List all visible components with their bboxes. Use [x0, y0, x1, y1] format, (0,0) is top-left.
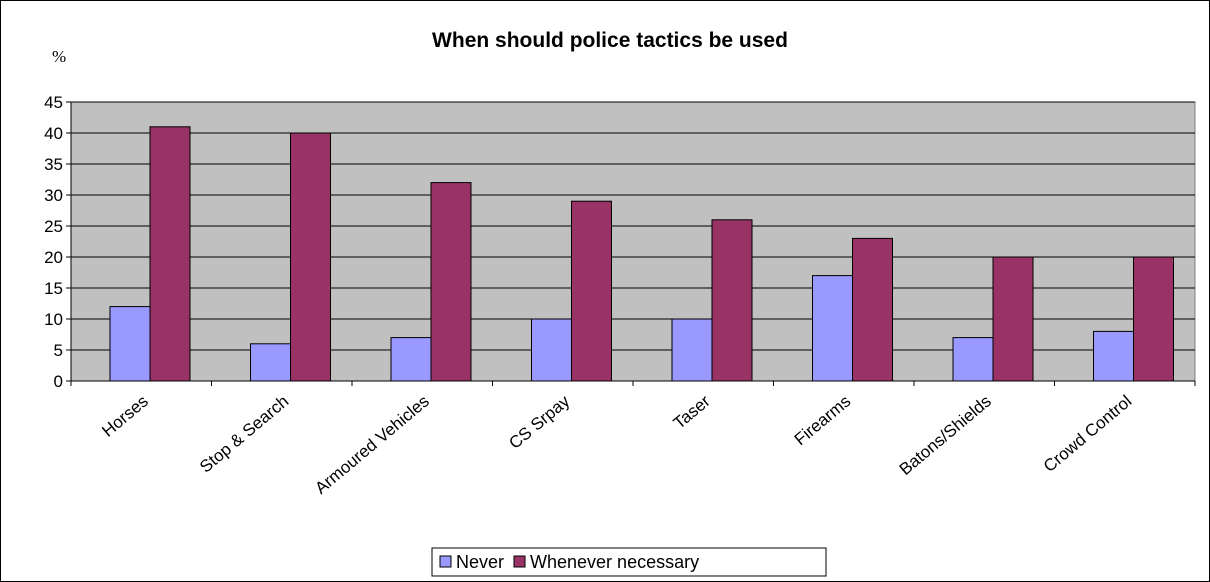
bar-never-0	[109, 306, 151, 382]
x-category-label: Crowd Control	[1040, 392, 1135, 476]
bar-whenever-necessary-0	[149, 126, 191, 382]
x-category-label: Horses	[98, 392, 151, 441]
legend-swatch	[439, 555, 452, 568]
bar-whenever-necessary-1	[290, 132, 331, 382]
bar-never-6	[952, 337, 994, 382]
y-tick-label: 20	[44, 248, 63, 267]
bar-never-5	[812, 275, 853, 382]
bar-never-2	[390, 337, 432, 382]
y-axis-ticks: 0 5 10 15 20 25 30 35 40 45	[44, 93, 71, 391]
legend: Never Whenever necessary	[431, 547, 827, 577]
x-category-label: Firearms	[791, 392, 855, 450]
y-tick-label: 45	[44, 93, 63, 112]
legend-box	[431, 547, 827, 577]
x-category-label: Armoured Vehicles	[311, 392, 433, 498]
legend-label: Never	[456, 552, 504, 572]
y-tick-label: 15	[44, 279, 63, 298]
x-category-label: CS Srpay	[505, 391, 573, 453]
bar-never-1	[250, 343, 291, 382]
x-category-label: Batons/Shields	[896, 392, 995, 479]
y-tick-label: 30	[44, 186, 63, 205]
legend-swatch	[513, 555, 526, 568]
y-tick-label: 10	[44, 310, 63, 329]
bar-never-7	[1093, 330, 1134, 382]
y-tick-label: 35	[44, 155, 63, 174]
bar-whenever-necessary-6	[992, 256, 1034, 382]
bar-never-4	[671, 318, 713, 382]
bar-whenever-necessary-7	[1133, 256, 1174, 382]
y-axis-unit-label: %	[52, 47, 66, 66]
legend-label: Whenever necessary	[530, 552, 699, 572]
y-tick-label: 40	[44, 124, 63, 143]
bar-never-3	[531, 318, 572, 382]
x-category-label: Taser	[670, 391, 714, 432]
chart-title: When should police tactics be used	[432, 29, 788, 52]
bars-group	[109, 126, 1174, 382]
x-category-label: Stop & Search	[196, 392, 292, 477]
bar-whenever-necessary-3	[571, 200, 612, 382]
bar-whenever-necessary-2	[430, 182, 472, 382]
bar-whenever-necessary-5	[852, 237, 893, 382]
x-axis-labels: Horses Stop & Search Armoured Vehicles CS S…	[98, 391, 1135, 498]
y-tick-label: 25	[44, 217, 63, 236]
bar-whenever-necessary-4	[711, 219, 753, 382]
y-tick-label: 5	[54, 341, 63, 360]
y-tick-label: 0	[54, 372, 63, 391]
axes	[70, 102, 1196, 386]
